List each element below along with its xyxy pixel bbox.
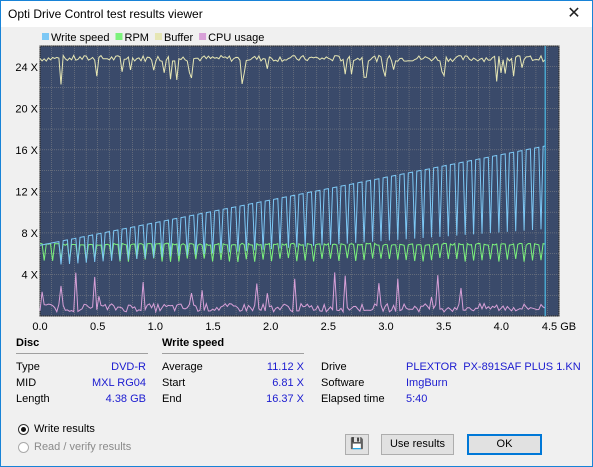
chart-area: 4 X 8 X 12 X 16 X 20 X 24 X 0.0 0.5 1.0 1.5 2.0 2.5… xyxy=(10,30,583,331)
write-speed-heading: Write speed xyxy=(162,337,225,349)
legend-label: Write speed xyxy=(51,32,110,44)
write-speed-line xyxy=(39,145,546,265)
disc-separator xyxy=(16,353,148,354)
start-label: Start xyxy=(162,377,186,389)
end-label: End xyxy=(162,393,182,405)
x-tick-label: 3.0 xyxy=(378,321,393,331)
disc-mid-label: MID xyxy=(16,377,37,389)
y-tick-label: 4 X xyxy=(21,269,38,281)
window-title: Opti Drive Control test results viewer xyxy=(8,7,203,21)
elapsed-label: Elapsed time xyxy=(321,393,385,405)
legend-label: CPU usage xyxy=(208,32,264,44)
disc-type-value: DVD-R xyxy=(111,361,146,373)
x-tick-label: 2.5 xyxy=(321,321,336,331)
plot-background xyxy=(39,45,560,317)
write-speed-separator xyxy=(162,353,304,354)
cpu-usage-line xyxy=(39,272,546,314)
software-label: Software xyxy=(321,377,365,389)
read-verify-label[interactable]: Read / verify results xyxy=(34,441,132,453)
legend-label: RPM xyxy=(125,32,149,44)
buffer-line xyxy=(39,53,546,85)
x-tick-label: 0.0 xyxy=(32,321,47,331)
y-tick-label: 8 X xyxy=(21,228,38,240)
use-results-button[interactable]: Use results xyxy=(381,434,454,455)
x-tick-label: 4.0 xyxy=(494,321,509,331)
end-value: 16.37 X xyxy=(266,393,304,405)
y-tick-label: 12 X xyxy=(15,186,38,198)
y-tick-label: 16 X xyxy=(15,145,38,157)
x-tick-label: 3.5 xyxy=(436,321,451,331)
disc-length-label: Length xyxy=(16,393,50,405)
save-button[interactable]: 💾 xyxy=(345,434,369,455)
y-tick-label: 24 X xyxy=(15,62,38,74)
x-tick-label: 1.0 xyxy=(148,321,163,331)
legend-swatch xyxy=(199,33,207,40)
read-verify-radio[interactable] xyxy=(18,442,29,453)
write-speed-chart: 4 X 8 X 12 X 16 X 20 X 24 X 0.0 0.5 1.0 1.5 2.0 2.5… xyxy=(15,32,576,331)
write-results-label[interactable]: Write results xyxy=(34,423,95,435)
x-tick-label: 2.0 xyxy=(263,321,278,331)
average-label: Average xyxy=(162,361,203,373)
rpm-line xyxy=(39,242,546,263)
elapsed-value: 5:40 xyxy=(406,393,428,405)
legend-swatch xyxy=(154,33,162,40)
ok-button[interactable]: OK xyxy=(467,434,542,455)
start-value: 6.81 X xyxy=(272,377,304,389)
disc-type-label: Type xyxy=(16,361,40,373)
floppy-disk-icon: 💾 xyxy=(350,438,364,450)
legend-swatch xyxy=(115,33,123,40)
legend-label: Buffer xyxy=(164,32,193,44)
title-bar: Opti Drive Control test results viewer ✕ xyxy=(1,1,592,27)
drive-value: PLEXTOR PX-891SAF PLUS 1.KN xyxy=(406,361,581,373)
legend-swatch xyxy=(42,33,49,40)
x-tick-label: 4.5 GB xyxy=(542,321,576,331)
average-value: 11.12 X xyxy=(266,361,304,373)
y-tick-label: 20 X xyxy=(15,103,38,115)
close-icon[interactable]: ✕ xyxy=(567,5,581,22)
software-value: ImgBurn xyxy=(406,377,448,389)
drive-label: Drive xyxy=(321,361,347,373)
x-tick-label: 1.5 xyxy=(205,321,220,331)
disc-mid-value: MXL RG04 xyxy=(91,377,146,389)
disc-length-value: 4.38 GB xyxy=(105,393,146,405)
x-tick-label: 0.5 xyxy=(90,321,105,331)
write-results-radio[interactable] xyxy=(18,424,29,435)
disc-heading: Disc xyxy=(16,337,40,349)
